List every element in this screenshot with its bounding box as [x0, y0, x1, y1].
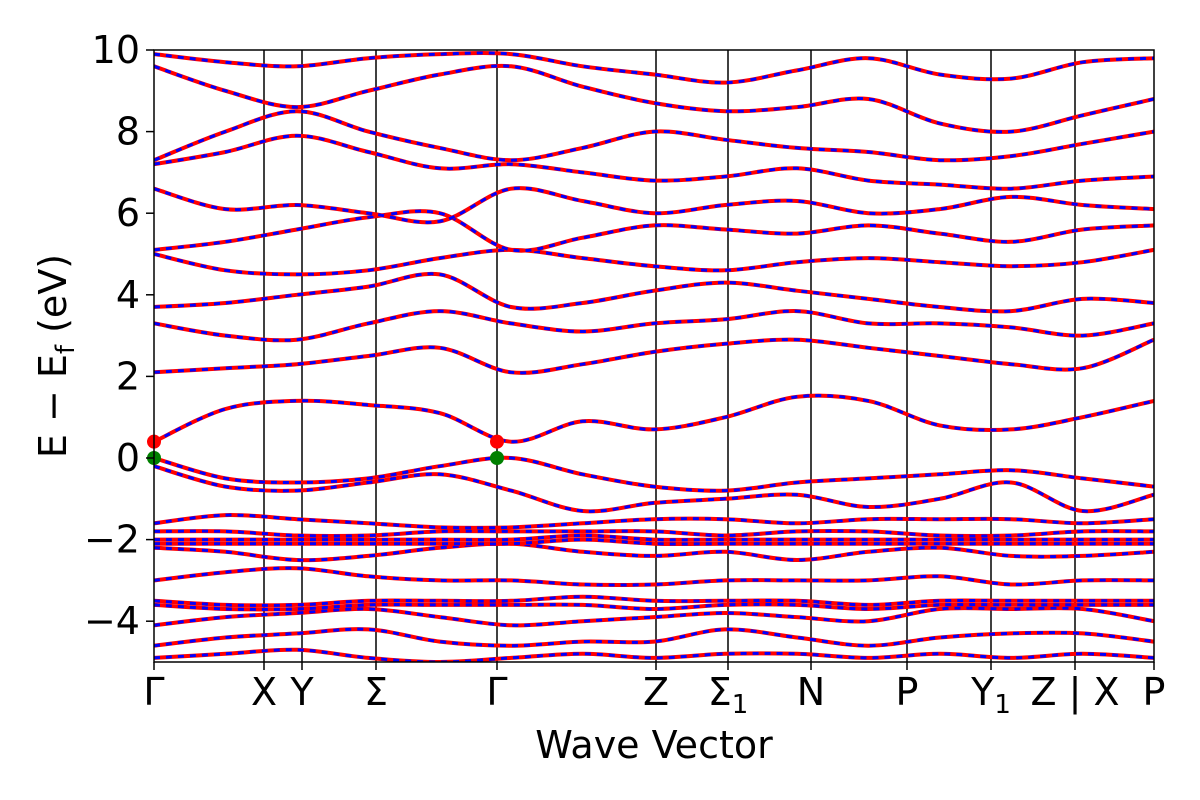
- band-line-red: [154, 464, 1154, 514]
- band-line-red: [154, 606, 1154, 628]
- band-line-red: [154, 566, 1154, 588]
- y-tick-label: 0: [116, 436, 140, 480]
- x-tick-label: Γ: [143, 670, 164, 714]
- band-line-blue-dashed: [154, 248, 1154, 276]
- band-line-blue-dashed: [154, 109, 1154, 162]
- band-line-blue-dashed: [154, 338, 1154, 375]
- band-line-blue-dashed: [154, 456, 1154, 493]
- x-tick-label: Y: [289, 670, 314, 714]
- y-axis: 10 8 6 4 2 0 −2 −4: [84, 28, 154, 643]
- band-line-red: [154, 186, 1154, 225]
- band-edge-marker: [490, 451, 504, 465]
- band-line-red: [154, 513, 1154, 530]
- band-line-red: [154, 537, 1154, 547]
- band-line-red: [154, 533, 1154, 542]
- y-tick-label: −4: [84, 599, 140, 643]
- y-axis-label: E − Ef (eV): [31, 254, 81, 458]
- x-tick-label: Y1: [970, 670, 1011, 720]
- y-tick-label: −2: [84, 518, 140, 562]
- band-line-red: [154, 209, 1154, 253]
- band-line-blue-dashed: [154, 134, 1154, 191]
- y-tick-label: 10: [92, 28, 140, 72]
- y-tick-label: 6: [116, 191, 140, 235]
- y-axis-label-main: E − E: [31, 354, 75, 458]
- band-line-blue-dashed: [154, 186, 1154, 224]
- band-line-red: [154, 594, 1154, 608]
- x-tick-label: Σ: [364, 670, 388, 714]
- x-tick-label: P: [1143, 670, 1166, 714]
- band-line-blue-dashed: [154, 51, 1154, 85]
- band-line-blue-dashed: [154, 209, 1154, 253]
- x-tick-label: Z | X: [1030, 670, 1119, 715]
- x-tick-label: Z: [643, 670, 669, 714]
- y-axis-label-unit: (eV): [31, 254, 75, 345]
- x-axis-label: Wave Vector: [535, 723, 773, 767]
- x-tick-label: Σ1: [708, 670, 749, 720]
- y-tick-label: 4: [116, 273, 140, 317]
- band-line-red: [154, 627, 1154, 648]
- band-line-blue-dashed: [154, 64, 1154, 134]
- x-tick-label: X: [251, 670, 277, 714]
- band-line-red: [154, 602, 1154, 612]
- band-line-blue-dashed: [154, 627, 1154, 648]
- band-line-blue-dashed: [154, 464, 1154, 513]
- band-line-red: [154, 271, 1154, 314]
- plot-frame: [153, 49, 1155, 663]
- band-line-red: [154, 337, 1154, 375]
- y-tick-label: 2: [116, 354, 140, 398]
- band-line-red: [154, 393, 1154, 444]
- x-tick-label: Γ: [486, 670, 507, 714]
- bands-layer: [154, 51, 1154, 662]
- band-line-blue-dashed: [154, 309, 1154, 342]
- band-line-red: [154, 528, 1154, 539]
- band-line-red: [154, 247, 1154, 277]
- markers-layer: [147, 434, 504, 465]
- y-tick-label: 8: [116, 110, 140, 154]
- band-line-red: [154, 309, 1154, 343]
- y-axis-label-subscript: f: [51, 344, 81, 354]
- band-edge-marker: [490, 434, 504, 449]
- band-line-blue-dashed: [154, 394, 1154, 444]
- x-tick-label: P: [896, 670, 919, 714]
- x-axis: Γ X Y Σ Γ Z Σ1 N P Y1 Z | X P: [143, 662, 1165, 720]
- x-tick-label: N: [797, 670, 825, 714]
- band-line-red: [154, 647, 1154, 662]
- band-line-red: [154, 541, 1154, 563]
